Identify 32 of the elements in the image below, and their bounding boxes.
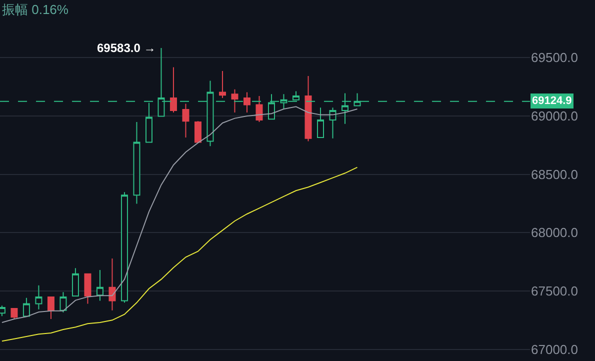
candlestick xyxy=(329,107,336,139)
y-tick-label: 69000.0 xyxy=(531,108,578,124)
candlestick xyxy=(317,107,324,138)
candlestick xyxy=(256,96,263,123)
candlestick xyxy=(218,70,226,99)
candlestick xyxy=(243,92,250,113)
candlestick xyxy=(231,88,238,113)
candlestick xyxy=(182,103,190,138)
candlestick xyxy=(22,297,30,317)
line-series xyxy=(1,106,358,323)
candlestick xyxy=(35,284,42,310)
candlestick xyxy=(108,258,116,311)
annotation: 69583.0 → xyxy=(97,41,156,55)
candlestick xyxy=(84,273,92,304)
candlestick xyxy=(170,66,177,113)
candlestick xyxy=(10,308,18,320)
candlestick xyxy=(47,296,54,320)
candlestick xyxy=(120,192,128,304)
y-tick-label: 68500.0 xyxy=(531,166,578,182)
candlestick xyxy=(133,122,140,204)
ref-line-label: 69124.9 xyxy=(532,95,572,107)
candlestick xyxy=(304,75,312,142)
candlestick xyxy=(194,120,202,144)
candlestick xyxy=(96,269,104,302)
line-series xyxy=(1,166,358,342)
y-tick-label: 69500.0 xyxy=(531,50,578,66)
y-tick-label: 67500.0 xyxy=(531,284,578,299)
y-tick-label: 67000.0 xyxy=(531,342,578,357)
y-tick-label: 68000.0 xyxy=(531,225,578,240)
annotation: 振幅 0.16% xyxy=(2,2,69,17)
candlestick xyxy=(72,268,79,297)
candlestick xyxy=(60,292,67,313)
